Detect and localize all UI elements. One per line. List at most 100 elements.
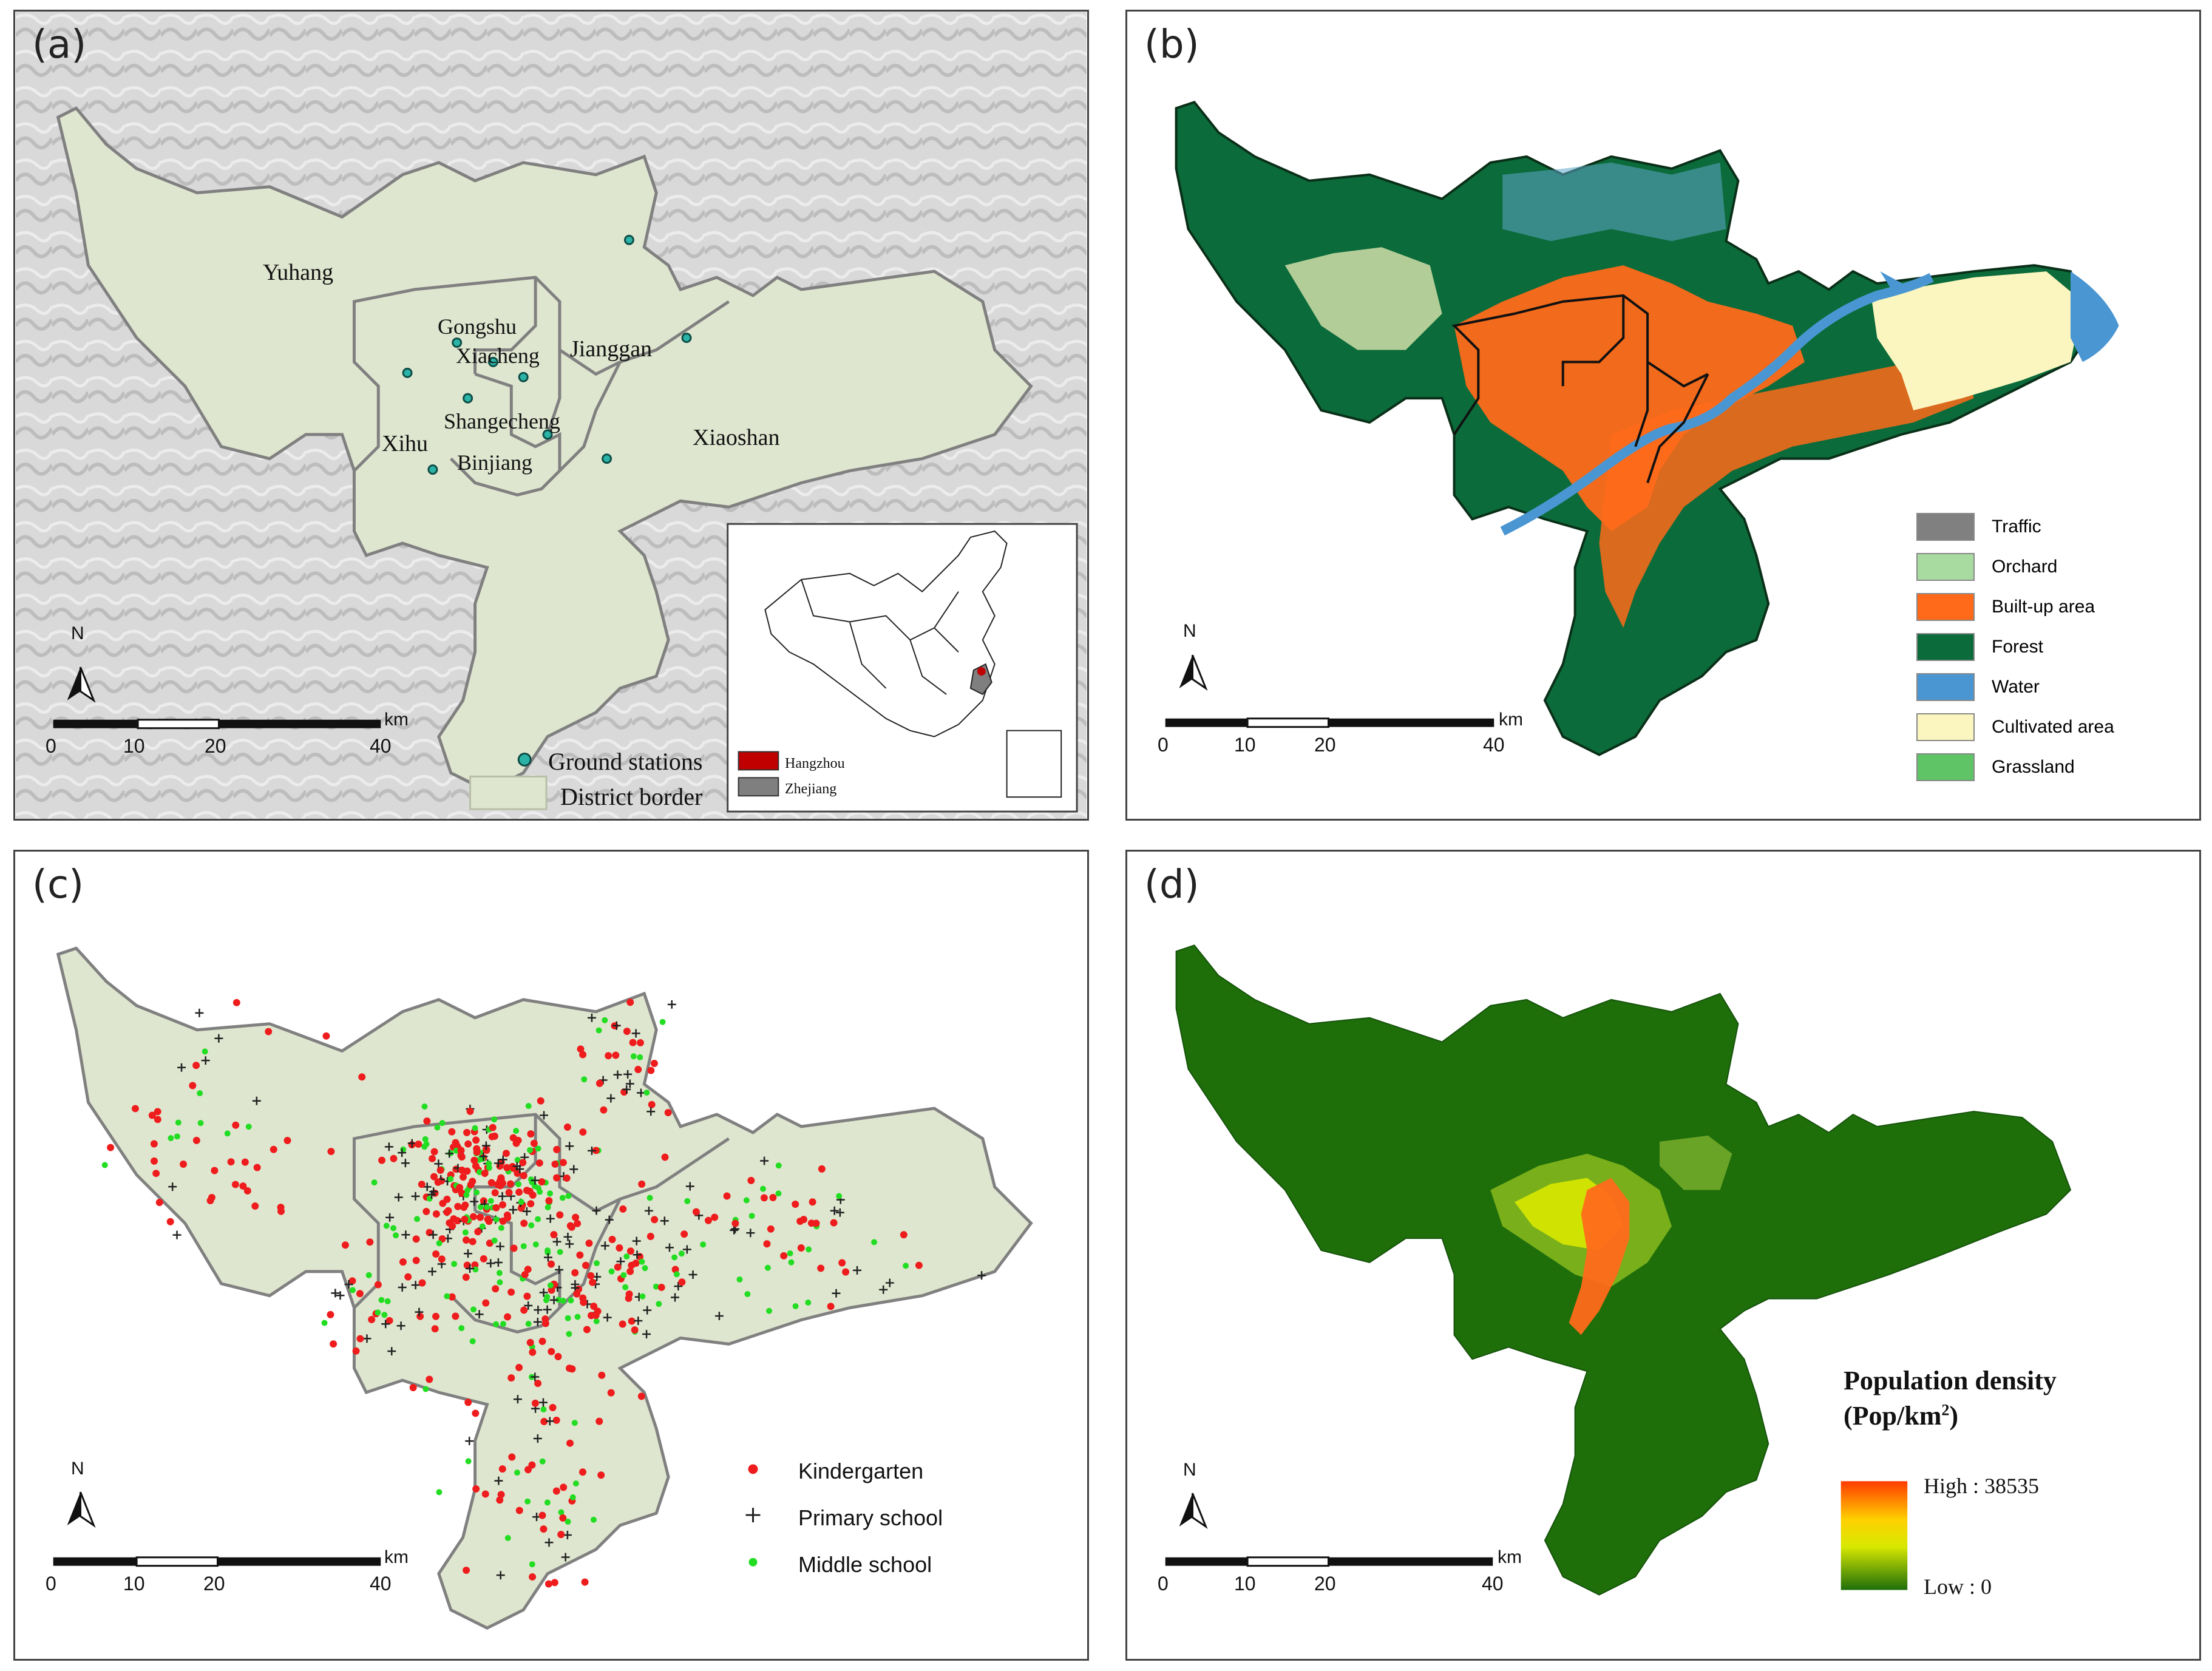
middle-school-point — [197, 1090, 203, 1097]
kindergarten-point — [763, 1240, 771, 1248]
kindergarten-point — [277, 1204, 285, 1212]
north-arrow — [1179, 1493, 1208, 1529]
inset-hangzhou-label: Hangzhou — [785, 756, 845, 771]
legend-item-traffic: Traffic — [1916, 513, 2041, 541]
kindergarten-point — [767, 1225, 775, 1233]
primary-school-point — [622, 1085, 631, 1094]
legend-item-forest: Forest — [1916, 633, 2043, 661]
kindergarten-point — [607, 1389, 615, 1397]
kindergarten-point — [559, 1159, 567, 1167]
kindergarten-point — [634, 1066, 642, 1073]
middle-school-point — [574, 1313, 581, 1320]
legend-middle-label: Middle school — [798, 1552, 932, 1577]
kindergarten-point — [614, 1263, 622, 1271]
primary-school-point — [546, 1214, 555, 1223]
primary-school-point — [398, 1148, 407, 1157]
scale-unit: km — [1498, 1547, 1522, 1567]
kindergarten-point — [576, 1251, 584, 1259]
middle-school-point — [527, 1147, 534, 1153]
middle-school-point — [469, 1338, 476, 1344]
middle-school-point — [639, 1258, 645, 1265]
north-label: N — [1183, 1460, 1196, 1480]
kindergarten-point — [399, 1258, 407, 1266]
kindergarten-point — [515, 1507, 523, 1514]
primary-school-point — [688, 1270, 697, 1280]
middle-school-point — [175, 1119, 182, 1126]
kindergarten-point — [550, 1231, 558, 1239]
density-gradient — [1841, 1481, 1908, 1590]
panel-d: (d) N 0 10 20 40 km Population density (… — [1125, 850, 2201, 1661]
kindergarten-point — [577, 1045, 585, 1053]
middle-school-point — [560, 1297, 566, 1304]
kindergarten-point — [448, 1293, 456, 1301]
qiantang-river — [1500, 273, 1934, 536]
kindergarten-point — [534, 1380, 542, 1388]
middle-school-point — [653, 1283, 659, 1290]
primary-school-point — [539, 1288, 548, 1297]
kindergarten-point — [915, 1261, 923, 1269]
kindergarten-point — [487, 1179, 495, 1187]
kindergarten-point — [356, 1335, 364, 1343]
kindergarten-point — [731, 1219, 739, 1227]
middle-school-point — [458, 1325, 465, 1332]
kindergarten-point — [131, 1105, 139, 1113]
legend-swatch — [1916, 513, 1975, 541]
primary-school-point — [496, 1571, 505, 1580]
kindergarten-point — [524, 1266, 532, 1273]
primary-school-point — [665, 1243, 674, 1252]
kindergarten-point — [449, 1222, 456, 1230]
kindergarten-point — [509, 1134, 517, 1142]
primary-school-point — [481, 1141, 490, 1150]
kindergarten-point — [444, 1207, 452, 1215]
kindergarten-point — [469, 1238, 477, 1246]
legend-border-label: District border — [560, 783, 703, 810]
middle-school-point — [518, 1199, 524, 1205]
kindergarten-point — [545, 1580, 552, 1588]
kindergarten-point — [827, 1303, 835, 1310]
primary-school-point — [411, 1281, 420, 1290]
kindergarten-point — [458, 1166, 466, 1174]
middle-school-point — [422, 1136, 429, 1142]
kindergarten-symbol — [748, 1464, 758, 1474]
panel-b-map — [1165, 100, 2119, 756]
primary-school-point — [746, 1229, 755, 1238]
middle-school-point — [903, 1263, 909, 1269]
legend-primary-label: Primary school — [798, 1505, 943, 1530]
kindergarten-point — [563, 1123, 571, 1131]
scale-tick: 0 — [46, 1573, 56, 1595]
water-patch — [1880, 271, 1914, 296]
kindergarten-point — [595, 1417, 603, 1425]
middle-school-point — [384, 1298, 391, 1304]
middle-school-point — [565, 1315, 571, 1321]
kindergarten-point — [628, 1317, 636, 1325]
middle-school-point — [422, 1386, 429, 1392]
primary-school-point — [509, 1205, 518, 1215]
kindergarten-point — [192, 1062, 200, 1069]
primary-school-point — [632, 1236, 641, 1246]
middle-school-point — [421, 1103, 428, 1110]
kindergarten-point — [341, 1241, 349, 1249]
panel-label: (a) — [32, 22, 87, 67]
kindergarten-point — [499, 1217, 507, 1225]
kindergarten-point — [589, 1278, 597, 1286]
kindergarten-point — [461, 1216, 469, 1223]
kindergarten-point — [448, 1128, 456, 1136]
kindergarten-point — [431, 1325, 439, 1333]
kindergarten-point — [528, 1461, 536, 1469]
primary-school-point — [563, 1531, 572, 1539]
station-marker — [542, 429, 553, 440]
primary-school-point — [381, 1320, 390, 1329]
middle-school-point — [381, 1312, 388, 1318]
middle-school-point — [493, 1216, 500, 1223]
kindergarten-point — [503, 1211, 511, 1219]
middle-school-point — [571, 1420, 578, 1426]
scale-tick: 20 — [1314, 1573, 1336, 1595]
primary-school-point — [331, 1289, 340, 1298]
middle-school-point — [535, 1216, 541, 1222]
kindergarten-point — [523, 1292, 531, 1300]
middle-school-point — [436, 1489, 443, 1496]
kindergarten-point — [579, 1051, 587, 1059]
kindergarten-point — [503, 1164, 511, 1171]
station-marker — [463, 393, 473, 404]
kindergarten-point — [404, 1273, 412, 1281]
